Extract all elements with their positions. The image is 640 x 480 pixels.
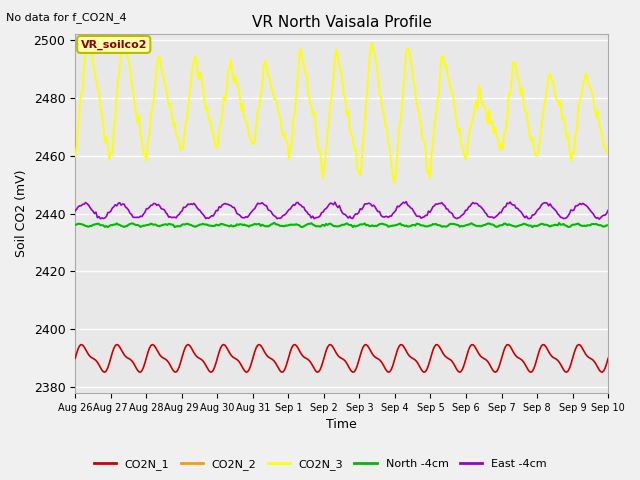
Y-axis label: Soil CO2 (mV): Soil CO2 (mV)	[15, 170, 28, 257]
Text: No data for f_CO2N_4: No data for f_CO2N_4	[6, 12, 127, 23]
Text: VR_soilco2: VR_soilco2	[81, 39, 147, 49]
Title: VR North Vaisala Profile: VR North Vaisala Profile	[252, 15, 431, 30]
Legend: CO2N_1, CO2N_2, CO2N_3, North -4cm, East -4cm: CO2N_1, CO2N_2, CO2N_3, North -4cm, East…	[90, 455, 550, 474]
X-axis label: Time: Time	[326, 419, 357, 432]
